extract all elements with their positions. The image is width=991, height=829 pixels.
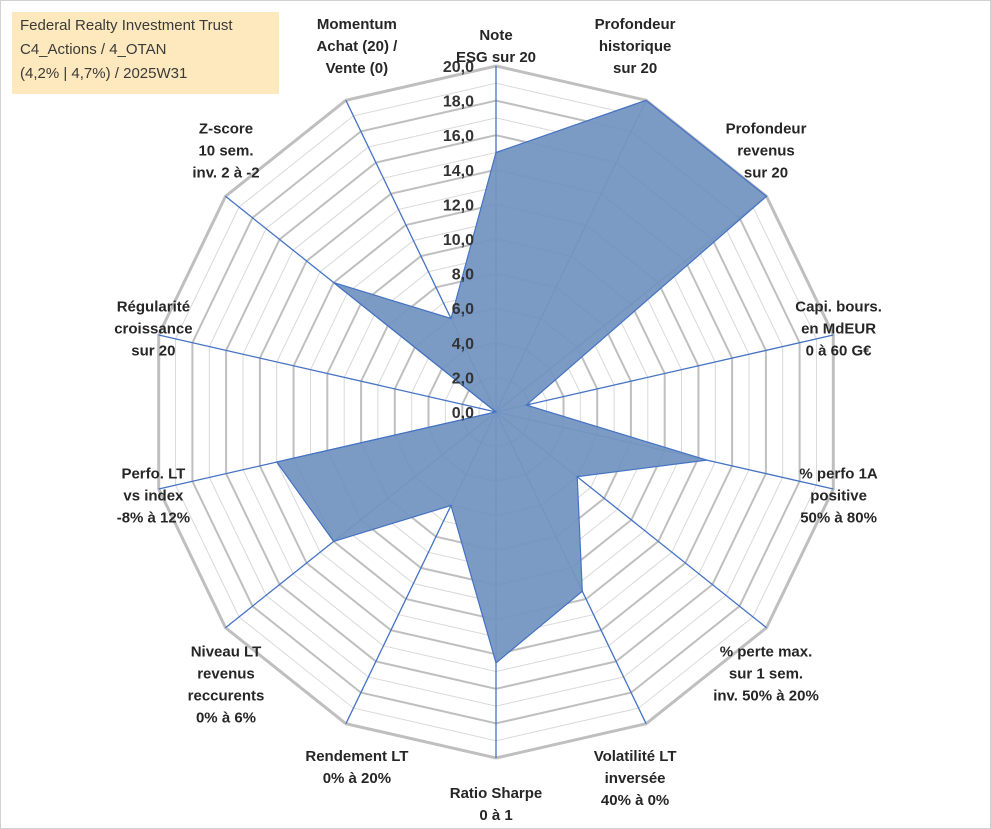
axis-label-line: Perfo. LT [121, 466, 185, 483]
axis-label: Capi. bours. en MdEUR 0 à 60 G€ [795, 298, 882, 359]
axis-label-line: 0 à 60 G€ [806, 342, 873, 359]
axis-label-line: inversée [605, 770, 666, 787]
axis-label-line: 0 à 1 [479, 807, 512, 824]
info-company: Federal Realty Investment Trust [20, 17, 233, 34]
axis-label: Perfo. LT vs index -8% à 12% [117, 466, 190, 527]
axis-label: Rendement LT 0% à 20% [305, 748, 408, 787]
axis-label-line: Profondeur [595, 16, 676, 33]
info-category: C4_Actions / 4_OTAN [20, 41, 167, 58]
axis-label-line: historique [599, 38, 672, 55]
tick-label: 12,0 [443, 197, 474, 214]
axis-label-line: 40% à 0% [601, 792, 669, 809]
tick-label: 4,0 [452, 336, 474, 353]
tick-label: 10,0 [443, 232, 474, 249]
axis-label-line: positive [810, 488, 867, 505]
axis-label-line: Niveau LT [191, 643, 262, 660]
tick-label: 8,0 [452, 267, 474, 284]
axis-label-line: -8% à 12% [117, 510, 190, 527]
axis-label-line: ESG sur 20 [456, 49, 536, 66]
axis-label-line: 50% à 80% [800, 510, 877, 527]
axis-label-line: Profondeur [726, 121, 807, 138]
axis-label: Volatilité LT inversée 40% à 0% [594, 748, 677, 809]
axis-label-line: Note [479, 27, 512, 44]
tick-label: 2,0 [452, 370, 474, 387]
axis-label: Régularité croissance sur 20 [114, 298, 192, 359]
radar-axis-labels: Note ESG sur 20 Profondeur historique sur 20… [114, 16, 882, 824]
axis-label: Profondeur revenus sur 20 [726, 121, 807, 182]
tick-label: 20,0 [443, 59, 474, 76]
axis-label-line: sur 1 sem. [729, 665, 803, 682]
axis-spoke [495, 334, 834, 413]
axis-spoke [158, 334, 497, 413]
axis-label-line: inv. 50% à 20% [713, 687, 819, 704]
axis-label-line: sur 20 [744, 165, 788, 182]
tick-label: 16,0 [443, 128, 474, 145]
axis-label-line: sur 20 [613, 60, 657, 77]
axis-label: Profondeur historique sur 20 [595, 16, 676, 77]
axis-label-line: 10 sem. [198, 143, 253, 160]
axis-label-line: Momentum [317, 16, 397, 33]
axis-label: Momentum Achat (20) / Vente (0) [316, 16, 398, 77]
tick-label: 14,0 [443, 163, 474, 180]
radar-tick-labels: 0,0 2,0 4,0 6,0 8,0 10,0 12,0 14,0 16,0 18,0 20,0 [443, 59, 474, 422]
axis-label-line: revenus [737, 143, 795, 160]
axis-label-line: Z-score [199, 121, 253, 138]
axis-label: Niveau LT revenus reccurents 0% à 6% [188, 643, 265, 726]
axis-label: % perfo 1A positive 50% à 80% [799, 466, 878, 527]
axis-label-line: 0% à 20% [323, 770, 391, 787]
axis-label-line: croissance [114, 320, 192, 337]
radar-series [275, 99, 768, 664]
axis-label: Ratio Sharpe 0 à 1 [450, 785, 543, 824]
axis-label-line: sur 20 [131, 342, 175, 359]
axis-label-line: % perfo 1A [799, 466, 878, 483]
info-period: (4,2% | 4,7%) / 2025W31 [20, 65, 188, 82]
axis-label-line: Ratio Sharpe [450, 785, 543, 802]
axis-label-line: Achat (20) / [316, 38, 398, 55]
axis-label: Note ESG sur 20 [456, 27, 536, 66]
axis-label-line: Volatilité LT [594, 748, 677, 765]
axis-label-line: en MdEUR [801, 320, 876, 337]
axis-label-line: % perte max. [720, 643, 813, 660]
tick-label: 0,0 [452, 405, 474, 422]
axis-label: % perte max. sur 1 sem. inv. 50% à 20% [713, 643, 819, 704]
axis-label-line: Capi. bours. [795, 298, 882, 315]
axis-label-line: reccurents [188, 687, 265, 704]
axis-label: Z-score 10 sem. inv. 2 à -2 [192, 121, 259, 182]
axis-label-line: inv. 2 à -2 [192, 165, 259, 182]
axis-label-line: Régularité [117, 298, 190, 315]
info-box: Federal Realty Investment Trust C4_Actio… [12, 12, 279, 94]
tick-label: 6,0 [452, 301, 474, 318]
axis-label-line: Vente (0) [326, 60, 389, 77]
axis-label-line: 0% à 6% [196, 709, 256, 726]
axis-label-line: revenus [197, 665, 255, 682]
axis-label-line: vs index [123, 488, 184, 505]
axis-label-line: Rendement LT [305, 748, 408, 765]
tick-label: 18,0 [443, 94, 474, 111]
